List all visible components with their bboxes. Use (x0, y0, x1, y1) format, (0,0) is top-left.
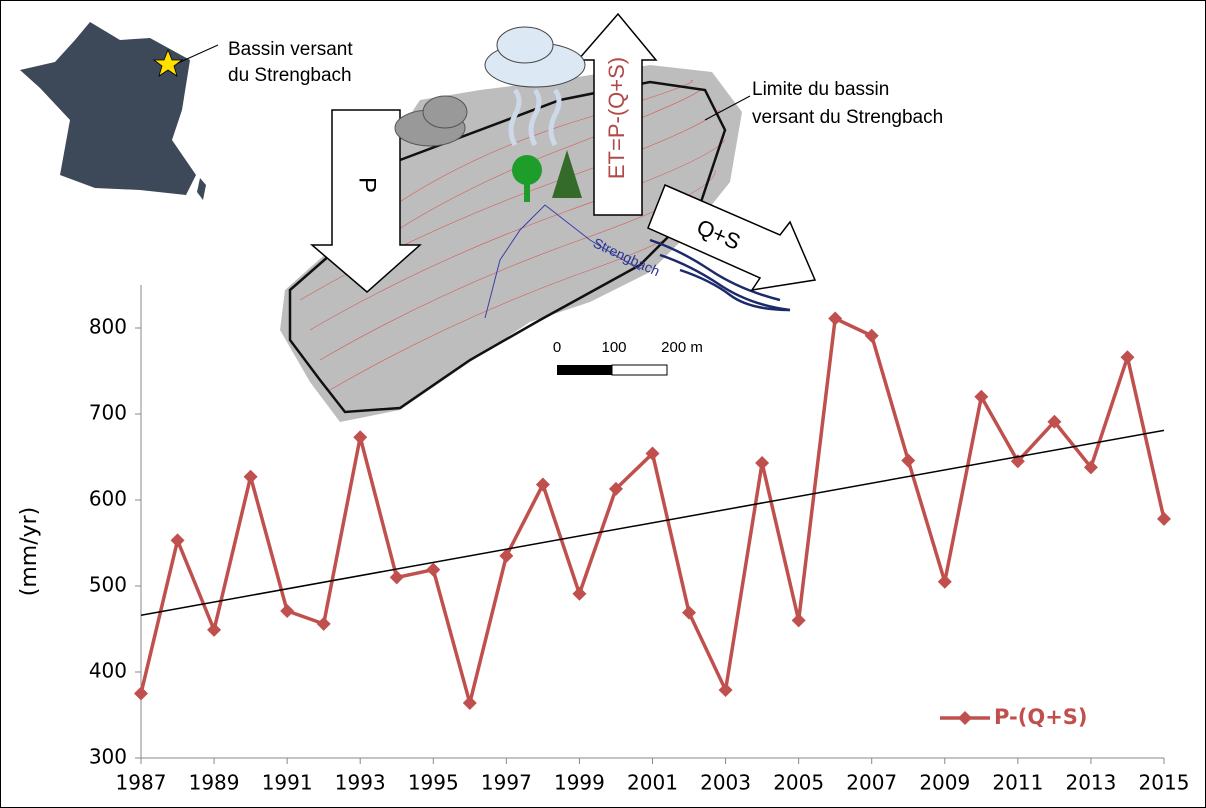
data-point (828, 311, 843, 326)
data-point (389, 570, 404, 585)
trend-line (140, 429, 1165, 616)
data-point (974, 389, 989, 404)
y-tick-label: 300 (89, 745, 127, 769)
data-point (1047, 414, 1062, 429)
x-tick-label: 2003 (700, 771, 751, 795)
data-point (535, 477, 550, 492)
data-point (353, 430, 368, 445)
data-point (608, 481, 623, 496)
x-tick-label: 1989 (189, 771, 240, 795)
rain-cloud (394, 95, 468, 147)
data-point (134, 686, 148, 701)
data-point (280, 603, 295, 618)
data-point (316, 616, 331, 631)
pointer-line (177, 44, 219, 64)
legend-marker (958, 711, 972, 725)
data-point (1157, 511, 1171, 526)
annotation: 100 (601, 339, 626, 356)
x-tick-label: 2015 (1139, 771, 1190, 795)
annotation: P (354, 177, 381, 193)
x-tick-label: 2009 (919, 771, 970, 795)
annotation: Limite du bassin (752, 79, 889, 100)
data-point (1120, 350, 1135, 365)
stream (484, 204, 641, 319)
data-point (499, 548, 514, 563)
y-tick-label: 700 (89, 401, 127, 425)
location-star (152, 48, 184, 77)
et-arrow (576, 12, 658, 216)
corsica (197, 178, 206, 200)
data-point (864, 328, 879, 343)
x-tick-label: 1987 (116, 771, 167, 795)
contour-lines (299, 79, 726, 391)
data-point (791, 613, 806, 628)
legend-label: P-(Q+S) (994, 705, 1088, 729)
y-tick-label: 800 (89, 315, 127, 339)
annotation: 0 (553, 339, 561, 356)
x-tick-label: 2007 (846, 771, 897, 795)
data-point (243, 469, 258, 484)
annotation: du Strengbach (228, 65, 352, 86)
evap-cloud (484, 26, 586, 88)
data-point (462, 695, 477, 710)
data-point (937, 574, 952, 589)
scale-bar (557, 365, 612, 375)
france-map (20, 22, 196, 195)
data-point (207, 622, 222, 637)
annotation: versant du Strengbach (752, 107, 943, 128)
x-tick-label: 2001 (627, 771, 678, 795)
annotation: Bassin versant (228, 39, 353, 60)
scale-bar (611, 364, 668, 376)
data-point (755, 456, 770, 471)
annotation: 200 m (661, 339, 703, 356)
data-point (572, 586, 587, 601)
outlet-waves (649, 238, 791, 312)
data-point (1083, 460, 1098, 475)
y-tick-label: 400 (89, 659, 127, 683)
y-tick-label: 600 (89, 487, 127, 511)
y-tick-label: 500 (89, 573, 127, 597)
x-tick-label: 2011 (992, 771, 1043, 795)
data-point (170, 533, 185, 548)
data-point (718, 683, 733, 698)
annotation: ET=P-(Q+S) (604, 57, 629, 179)
x-tick-label: 2013 (1065, 771, 1116, 795)
x-tick-label: 1993 (335, 771, 386, 795)
data-point (901, 453, 916, 468)
data-point (645, 446, 660, 461)
y-axis-title: (mm/yr) (17, 507, 42, 597)
pointer-line (704, 95, 751, 121)
vapor (508, 88, 562, 147)
x-tick-label: 2005 (773, 771, 824, 795)
qs-arrow (647, 184, 817, 292)
x-tick-label: 1995 (408, 771, 459, 795)
trees (512, 150, 582, 202)
data-point (682, 605, 697, 620)
data-point (426, 562, 441, 577)
x-tick-label: 1991 (262, 771, 313, 795)
x-tick-label: 1997 (481, 771, 532, 795)
x-tick-label: 1999 (554, 771, 605, 795)
